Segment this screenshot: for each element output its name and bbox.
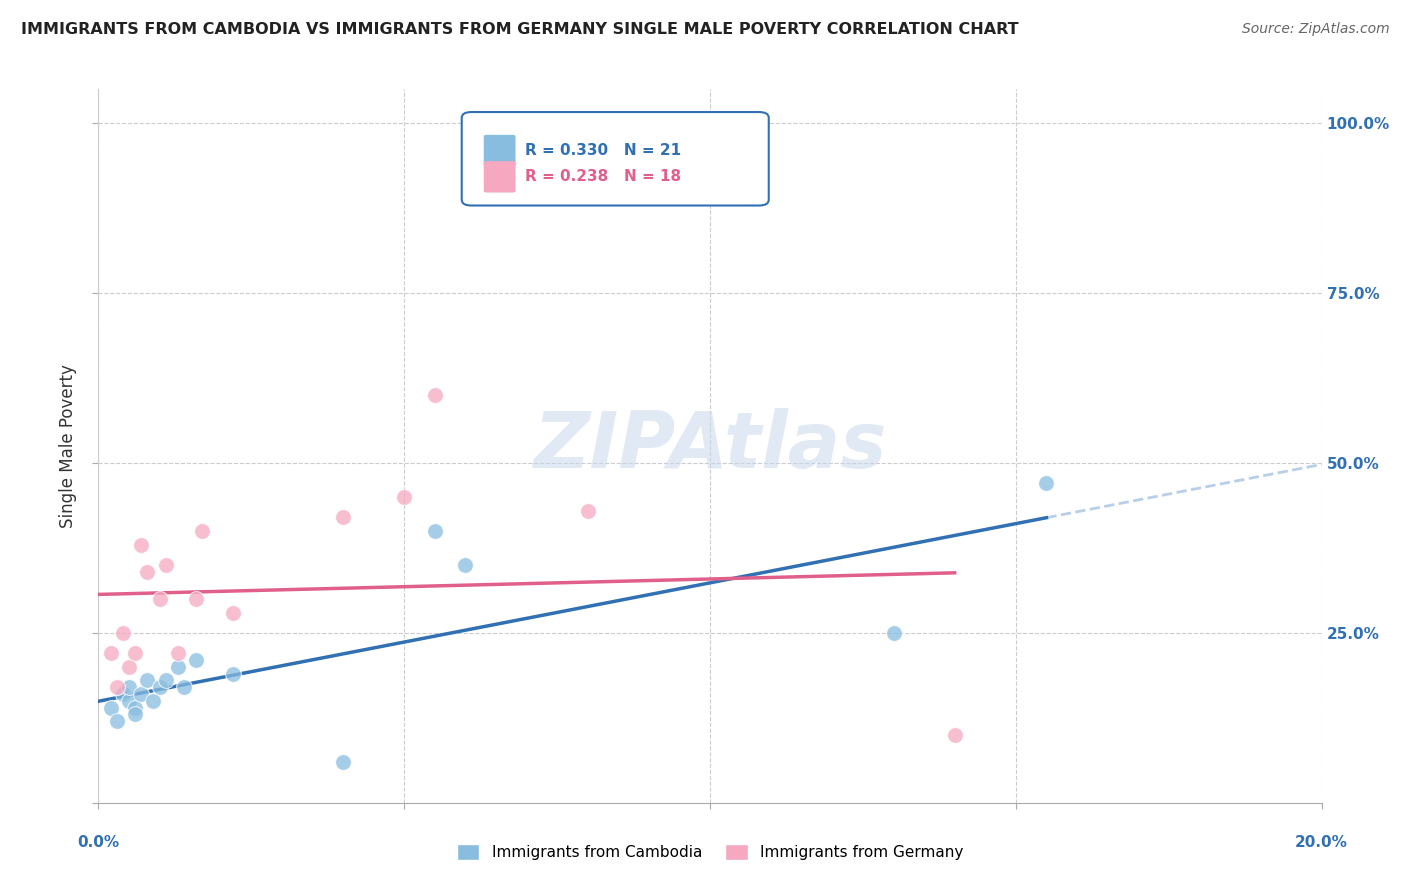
Point xyxy=(124,646,146,660)
Point xyxy=(186,591,208,606)
Point xyxy=(167,660,190,674)
Point xyxy=(423,388,446,402)
Point xyxy=(186,653,208,667)
Point xyxy=(191,524,214,538)
Point xyxy=(883,626,905,640)
Point xyxy=(423,524,446,538)
Text: 0.0%: 0.0% xyxy=(77,835,120,850)
Point xyxy=(124,700,146,714)
Point xyxy=(100,646,122,660)
Point xyxy=(943,728,966,742)
Point xyxy=(149,680,172,694)
Point xyxy=(222,606,245,620)
Point xyxy=(111,687,134,701)
Point xyxy=(576,503,599,517)
Point xyxy=(332,755,354,769)
FancyBboxPatch shape xyxy=(484,135,516,166)
Text: R = 0.238   N = 18: R = 0.238 N = 18 xyxy=(526,169,682,185)
Point xyxy=(1035,476,1057,491)
Point xyxy=(332,510,354,524)
Point xyxy=(136,673,159,688)
Text: R = 0.330   N = 21: R = 0.330 N = 21 xyxy=(526,143,682,158)
Point xyxy=(111,626,134,640)
Point xyxy=(454,558,477,572)
Point xyxy=(105,680,128,694)
Point xyxy=(105,714,128,729)
Point xyxy=(118,694,141,708)
Point xyxy=(167,646,190,660)
Legend: Immigrants from Cambodia, Immigrants from Germany: Immigrants from Cambodia, Immigrants fro… xyxy=(450,838,970,866)
FancyBboxPatch shape xyxy=(461,112,769,205)
Text: ZIPAtlas: ZIPAtlas xyxy=(533,408,887,484)
Point xyxy=(149,591,172,606)
Point xyxy=(129,537,152,551)
Text: Source: ZipAtlas.com: Source: ZipAtlas.com xyxy=(1241,22,1389,37)
Text: IMMIGRANTS FROM CAMBODIA VS IMMIGRANTS FROM GERMANY SINGLE MALE POVERTY CORRELAT: IMMIGRANTS FROM CAMBODIA VS IMMIGRANTS F… xyxy=(21,22,1019,37)
Point xyxy=(136,565,159,579)
Text: 20.0%: 20.0% xyxy=(1295,835,1348,850)
Point xyxy=(155,558,177,572)
Point xyxy=(124,707,146,722)
Point xyxy=(173,680,195,694)
Point xyxy=(155,673,177,688)
FancyBboxPatch shape xyxy=(484,161,516,193)
Point xyxy=(392,490,416,504)
Point xyxy=(118,680,141,694)
Point xyxy=(100,700,122,714)
Point xyxy=(129,687,152,701)
Y-axis label: Single Male Poverty: Single Male Poverty xyxy=(59,364,77,528)
Point xyxy=(142,694,165,708)
Point xyxy=(222,666,245,681)
Point xyxy=(118,660,141,674)
